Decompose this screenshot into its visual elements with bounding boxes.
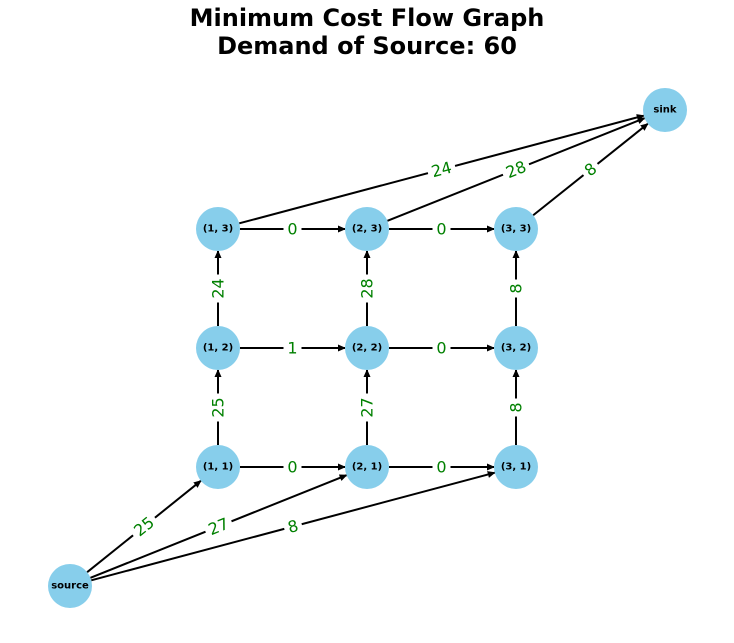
edge-label-2-1-to-3-1: 0: [433, 457, 451, 477]
edge-flow-value: 0: [436, 458, 446, 477]
edge-flow-value: 0: [436, 339, 446, 358]
edge-label-3-3-to-sink: 8: [577, 156, 604, 183]
node-2-1: (2, 1): [345, 445, 389, 489]
edge-flow-value: 27: [358, 397, 377, 417]
edge-label-1-1-to-2-1: 0: [284, 457, 302, 477]
edge-label-1-2-to-2-2: 1: [284, 338, 302, 358]
node-label: (1, 3): [203, 224, 233, 235]
edge-flow-value: 24: [209, 278, 228, 298]
node-label: (3, 2): [501, 343, 531, 354]
node-3-3: (3, 3): [494, 207, 538, 251]
edge-flow-value: 1: [287, 339, 297, 358]
node-sink: sink: [643, 88, 687, 132]
node-label: (1, 2): [203, 343, 233, 354]
node-2-3: (2, 3): [345, 207, 389, 251]
edge-label-1-1-to-1-2: 25: [208, 394, 228, 422]
node-2-2: (2, 2): [345, 326, 389, 370]
edge-label-1-3-to-sink: 24: [425, 156, 457, 183]
node-1-3: (1, 3): [196, 207, 240, 251]
node-3-2: (3, 2): [494, 326, 538, 370]
edge-label-source-to-1-1: 25: [127, 510, 161, 543]
edge-label-3-2-to-3-3: 8: [506, 280, 526, 298]
node-source: source: [48, 564, 92, 608]
edge-flow-value: 25: [209, 397, 228, 417]
edge-flow-value: 8: [507, 402, 526, 412]
node-label: (1, 1): [203, 462, 233, 473]
edge-label-2-1-to-2-2: 27: [357, 394, 377, 422]
edge-flow-value: 0: [287, 220, 297, 239]
edge-label-3-1-to-3-2: 8: [506, 399, 526, 417]
node-label: (3, 1): [501, 462, 531, 473]
node-label: source: [51, 581, 89, 592]
edge-label-source-to-2-1: 27: [202, 512, 235, 541]
edge-label-2-2-to-3-2: 0: [433, 338, 451, 358]
node-3-1: (3, 1): [494, 445, 538, 489]
node-label: (2, 3): [352, 224, 382, 235]
node-label: sink: [653, 105, 676, 116]
node-1-2: (1, 2): [196, 326, 240, 370]
edge-label-1-2-to-1-3: 24: [208, 275, 228, 303]
edge-flow-value: 8: [507, 283, 526, 293]
node-1-1: (1, 1): [196, 445, 240, 489]
edge-label-1-3-to-2-3: 0: [284, 219, 302, 239]
edge-flow-value: 28: [358, 278, 377, 298]
edge-flow-value: 0: [287, 458, 297, 477]
edge-label-2-2-to-2-3: 28: [357, 275, 377, 303]
edge-label-2-3-to-3-3: 0: [433, 219, 451, 239]
edge-label-source-to-3-1: 8: [282, 515, 305, 539]
edge-flow-value: 0: [436, 220, 446, 239]
edge-label-2-3-to-sink: 28: [499, 155, 532, 184]
node-label: (2, 2): [352, 343, 382, 354]
node-label: (2, 1): [352, 462, 382, 473]
node-label: (3, 3): [501, 224, 531, 235]
